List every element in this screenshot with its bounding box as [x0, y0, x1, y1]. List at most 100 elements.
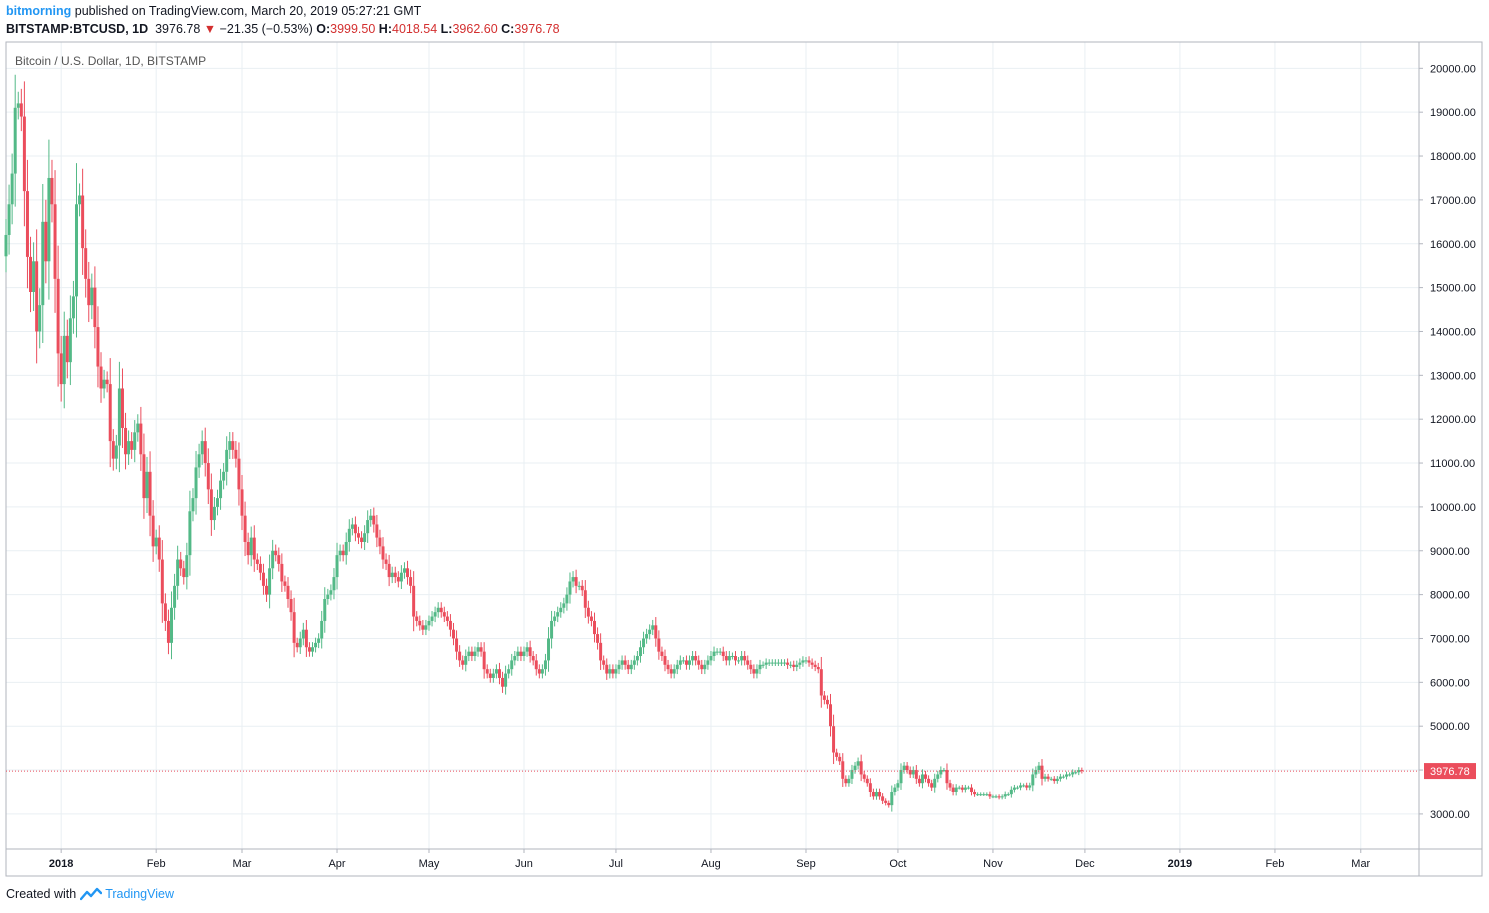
- candle-body: [620, 660, 624, 665]
- candle-body: [194, 467, 198, 499]
- candle-body: [574, 577, 578, 586]
- high-label: H:: [378, 22, 392, 36]
- candle-body: [87, 278, 91, 306]
- candle-body: [114, 445, 118, 459]
- candle-body: [381, 546, 385, 560]
- candle-body: [531, 656, 535, 661]
- candle-body: [841, 761, 845, 779]
- candle-body: [635, 656, 639, 661]
- candle-body: [706, 660, 710, 665]
- candle-body: [988, 794, 992, 797]
- candle-body: [1037, 765, 1041, 771]
- candle-body: [979, 794, 983, 796]
- candle-body: [743, 656, 747, 661]
- candle-body: [933, 778, 937, 788]
- candle-body: [832, 726, 836, 753]
- candle-body: [415, 616, 419, 621]
- candle-body: [700, 664, 704, 670]
- close-label: C:: [501, 22, 515, 36]
- candle-body: [608, 669, 612, 674]
- candle-body: [504, 673, 508, 687]
- candle-body: [586, 607, 590, 617]
- tradingview-logo-icon[interactable]: [80, 887, 103, 901]
- candle-body: [792, 664, 796, 667]
- y-tick-label: 18000.00: [1430, 151, 1476, 163]
- candle-body: [881, 796, 885, 801]
- candle-body: [68, 318, 72, 363]
- candle-body: [761, 664, 765, 666]
- down-arrow-icon: ▼: [203, 22, 217, 36]
- candle-body: [338, 550, 342, 556]
- candle-body: [884, 800, 888, 803]
- candle-body: [399, 572, 403, 582]
- chart-grid: [6, 42, 1419, 849]
- candle-body: [225, 449, 229, 472]
- candle-body: [660, 651, 664, 657]
- candle-body: [350, 524, 354, 529]
- candle-body: [982, 794, 986, 796]
- candle-body: [78, 195, 82, 205]
- candle-body: [850, 770, 854, 779]
- candle-body: [905, 765, 909, 771]
- candle-body: [654, 625, 658, 639]
- y-tick-label: 8000.00: [1430, 590, 1470, 602]
- candle-body: [277, 555, 281, 564]
- x-tick-label: Mar: [233, 858, 252, 870]
- candle-body: [577, 585, 581, 587]
- candle-body: [966, 787, 970, 789]
- last-price-tag-text: 3976.78: [1430, 766, 1470, 778]
- candle-body: [228, 441, 232, 450]
- x-tick-label: 2019: [1168, 858, 1192, 870]
- candle-body: [378, 537, 382, 547]
- candle-body: [519, 651, 523, 657]
- candle-body: [786, 662, 790, 665]
- x-tick-label: 2018: [49, 858, 73, 870]
- candle-body: [455, 638, 459, 652]
- candle-body: [1052, 778, 1056, 782]
- created-with-text: Created with: [6, 887, 77, 901]
- publisher-link[interactable]: bitmorning: [6, 4, 72, 18]
- candle-body: [770, 662, 774, 664]
- candle-body: [835, 752, 839, 757]
- candle-body: [945, 770, 949, 784]
- candle-body: [261, 572, 265, 586]
- candle-body: [779, 662, 783, 664]
- footer: Created with TradingView: [6, 887, 174, 901]
- candle-body: [464, 656, 468, 665]
- candle-body: [35, 261, 39, 332]
- candle-body: [862, 774, 866, 779]
- candle-body: [1025, 785, 1029, 788]
- candle-body: [973, 791, 977, 795]
- tradingview-link[interactable]: TradingView: [105, 887, 174, 901]
- y-tick-label: 6000.00: [1430, 677, 1470, 689]
- candle-body: [715, 651, 719, 653]
- candle-body: [363, 533, 367, 542]
- candle-body: [525, 647, 529, 652]
- publish-info: bitmorning published on TradingView.com,…: [6, 4, 421, 18]
- candle-body: [176, 559, 180, 586]
- candle-body: [528, 647, 532, 657]
- candle-body: [626, 664, 630, 670]
- candle-body: [311, 647, 315, 652]
- candle-body: [681, 660, 685, 662]
- candle-body: [589, 616, 593, 621]
- candle-body: [246, 541, 250, 556]
- candle-body: [206, 463, 210, 490]
- candle-body: [838, 756, 842, 762]
- candle-body: [703, 664, 707, 670]
- candle-body: [1058, 776, 1062, 779]
- candle-body: [16, 103, 20, 108]
- candle-body: [510, 660, 514, 670]
- candle-body: [829, 704, 833, 727]
- candle-body: [81, 195, 85, 249]
- candle-body: [924, 774, 928, 779]
- candle-body: [614, 669, 618, 674]
- candle-body: [151, 515, 155, 547]
- y-tick-label: 12000.00: [1430, 414, 1476, 426]
- candle-body: [163, 603, 167, 621]
- candle-body: [19, 103, 23, 117]
- candle-body: [4, 234, 8, 257]
- candle-body: [1040, 765, 1044, 779]
- candle-body: [249, 537, 253, 556]
